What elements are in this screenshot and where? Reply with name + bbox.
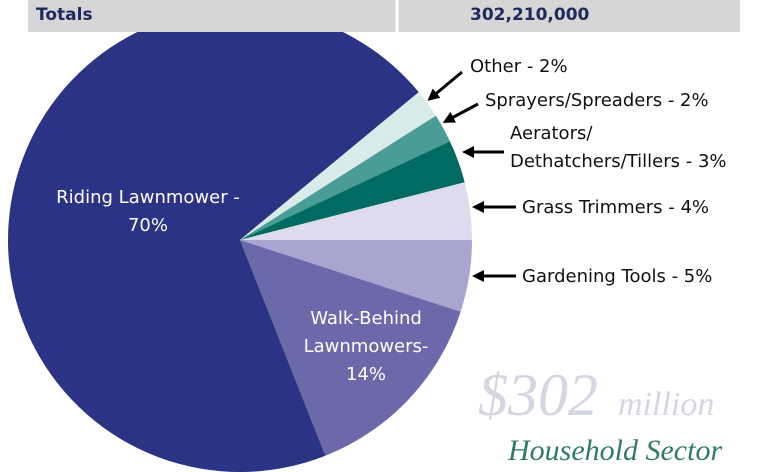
arrows bbox=[427, 70, 516, 282]
slice-label: Aerators/Dethatchers/Tillers - 3% bbox=[510, 123, 727, 172]
slice-label: Gardening Tools - 5% bbox=[522, 266, 712, 287]
label-line: 14% bbox=[346, 364, 386, 385]
label-line: 70% bbox=[128, 215, 168, 236]
totals-value: 302,210,000 bbox=[470, 5, 590, 25]
pie-slice bbox=[7, 7, 419, 472]
label-line: Lawnmowers- bbox=[304, 336, 429, 357]
pie-slice bbox=[240, 240, 472, 312]
label-line: Grass Trimmers - 4% bbox=[522, 197, 709, 218]
slice-label: Walk-Behind Lawnmowers- 14% bbox=[304, 308, 429, 385]
pie bbox=[7, 7, 472, 472]
label-line: Aerators/ bbox=[510, 123, 593, 144]
slice-label: Sprayers/Spreaders - 2% bbox=[485, 90, 709, 111]
pie-slice bbox=[240, 92, 436, 240]
pie-slice bbox=[240, 115, 450, 240]
slice-label: Riding Lawnmower - 70% bbox=[56, 187, 240, 236]
watermark-amount: $302 bbox=[478, 362, 598, 428]
label-line: Other - 2% bbox=[470, 56, 568, 77]
slice-label: Grass Trimmers - 4% bbox=[522, 197, 709, 218]
label-line: Walk-Behind bbox=[310, 308, 422, 329]
pie-slice bbox=[240, 141, 465, 240]
pie-slice bbox=[240, 182, 472, 240]
label-line: Riding Lawnmower - bbox=[56, 187, 240, 208]
arrow bbox=[442, 102, 479, 123]
watermark-unit: million bbox=[618, 386, 714, 423]
totals-row bbox=[28, 0, 740, 32]
slice-label: Other - 2% bbox=[470, 56, 568, 77]
arrow bbox=[427, 70, 463, 101]
pie-slice bbox=[240, 240, 461, 456]
label-line: Dethatchers/Tillers - 3% bbox=[510, 151, 727, 172]
totals-label: Totals bbox=[36, 5, 93, 25]
label-line: Gardening Tools - 5% bbox=[522, 266, 712, 287]
watermark-sector: Household Sector bbox=[507, 434, 722, 467]
label-line: Sprayers/Spreaders - 2% bbox=[485, 90, 709, 111]
